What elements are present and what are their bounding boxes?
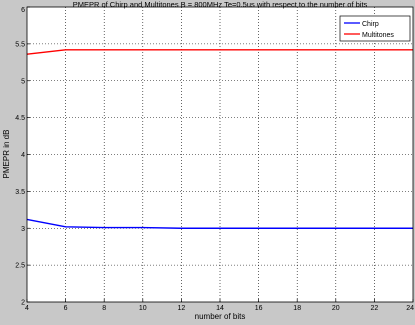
x-tick-label: 6 (64, 305, 68, 312)
x-tick-label: 22 (371, 305, 379, 312)
x-tick-label: 8 (102, 305, 106, 312)
legend: Chirp Multitones (339, 15, 411, 42)
y-tick-label: 4.5 (15, 115, 25, 122)
x-tick-label: 24 (406, 305, 414, 312)
x-tick-label: 14 (216, 305, 224, 312)
legend-box (339, 15, 411, 42)
series-lines (26, 49, 413, 229)
y-tick-label: 3.5 (15, 189, 25, 196)
x-axis-label: number of bits (195, 312, 246, 321)
series-line-chirp (26, 218, 413, 229)
legend-label-chirp: Chirp (362, 21, 379, 28)
legend-label-multitones: Multitones (362, 32, 394, 39)
y-tick-label: 2 (21, 300, 25, 307)
x-tick-label: 10 (139, 305, 147, 312)
y-axis-label: PMEPR in dB (2, 130, 11, 179)
y-tick-label: 6 (21, 7, 25, 14)
y-tick-label: 2.5 (15, 263, 25, 270)
y-tick-label: 5 (21, 78, 25, 85)
axis-ticks: 4 6 8 10 12 14 16 18 20 22 24 2 2.5 3 3.5 4 4.5 5 5.5 6 (15, 6, 414, 312)
y-tick-label: 3 (21, 226, 25, 233)
x-tick-label: 16 (255, 305, 263, 312)
x-tick-label: 12 (178, 305, 186, 312)
x-tick-label: 4 (25, 305, 29, 312)
y-tick-label: 5.5 (15, 41, 25, 48)
y-tick-label: 4 (21, 152, 25, 159)
x-tick-label: 18 (293, 305, 301, 312)
x-tick-label: 20 (332, 305, 340, 312)
series-line-multitones (26, 49, 413, 55)
chart-title: PMEPR of Chirp and Multitones B = 800MHz… (73, 0, 368, 9)
